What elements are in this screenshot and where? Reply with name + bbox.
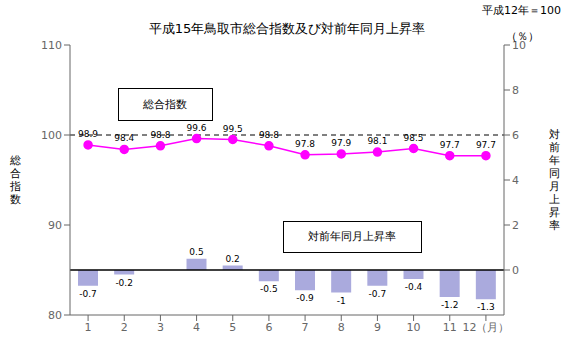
svg-text:80: 80 xyxy=(48,309,62,322)
svg-text:6: 6 xyxy=(512,129,519,142)
svg-text:2: 2 xyxy=(512,219,519,232)
svg-text:12（月）: 12（月） xyxy=(462,321,509,334)
svg-text:-0.5: -0.5 xyxy=(260,284,278,294)
svg-text:6: 6 xyxy=(265,321,272,334)
svg-text:100: 100 xyxy=(41,129,62,142)
svg-text:-0.9: -0.9 xyxy=(296,293,314,303)
svg-text:-0.4: -0.4 xyxy=(405,282,423,292)
html-text:前: 前 xyxy=(548,141,560,154)
svg-text:9: 9 xyxy=(374,321,381,334)
html-text:率: 率 xyxy=(548,219,560,232)
svg-text:3: 3 xyxy=(157,321,164,334)
html-text:同: 同 xyxy=(548,167,560,180)
html-text:年: 年 xyxy=(548,154,560,167)
svg-text:-0.7: -0.7 xyxy=(79,289,97,299)
svg-text:8: 8 xyxy=(512,84,519,97)
html-text:対: 対 xyxy=(548,128,560,141)
svg-text:0.2: 0.2 xyxy=(226,254,240,264)
svg-text:110: 110 xyxy=(41,39,62,52)
html-text:指: 指 xyxy=(9,180,21,193)
html-text:上: 上 xyxy=(548,193,560,206)
svg-text:10: 10 xyxy=(512,38,526,52)
html-text:対前年同月上昇率: 対前年同月上昇率 xyxy=(308,230,397,244)
html-text:昇: 昇 xyxy=(548,206,560,219)
svg-text:98.9: 98.9 xyxy=(78,129,98,139)
html-text:総: 総 xyxy=(9,154,21,167)
svg-text:97.7: 97.7 xyxy=(440,140,460,150)
svg-text:0: 0 xyxy=(512,264,519,277)
svg-text:1: 1 xyxy=(85,321,92,334)
svg-text:-0.2: -0.2 xyxy=(115,278,133,288)
svg-text:98.8: 98.8 xyxy=(259,130,279,140)
svg-text:90: 90 xyxy=(48,219,62,232)
svg-text:-1.3: -1.3 xyxy=(477,302,495,312)
svg-text:-1: -1 xyxy=(337,296,346,306)
html-text:月: 月 xyxy=(548,180,560,193)
svg-text:10: 10 xyxy=(407,321,421,334)
svg-text:0.5: 0.5 xyxy=(189,247,203,257)
svg-text:99.6: 99.6 xyxy=(187,123,207,133)
svg-text:5: 5 xyxy=(229,321,236,334)
svg-text:97.8: 97.8 xyxy=(295,139,315,149)
svg-text:11: 11 xyxy=(443,321,457,334)
html-text:総合指数: 総合指数 xyxy=(143,97,188,111)
html-text:合: 合 xyxy=(9,167,21,180)
svg-text:4: 4 xyxy=(512,174,519,187)
svg-text:2: 2 xyxy=(121,321,128,334)
svg-text:-0.7: -0.7 xyxy=(369,289,387,299)
svg-text:7: 7 xyxy=(302,321,309,334)
svg-text:98.4: 98.4 xyxy=(114,133,134,143)
svg-text:97.9: 97.9 xyxy=(331,138,351,148)
svg-text:97.7: 97.7 xyxy=(476,140,496,150)
svg-text:99.5: 99.5 xyxy=(223,124,243,134)
html-text:平成12年＝100: 平成12年＝100 xyxy=(482,4,561,17)
svg-text:98.8: 98.8 xyxy=(150,130,170,140)
svg-text:4: 4 xyxy=(193,321,200,334)
svg-text:98.1: 98.1 xyxy=(367,136,387,146)
html-text:平成15年鳥取市総合指数及び対前年同月上昇率: 平成15年鳥取市総合指数及び対前年同月上昇率 xyxy=(148,21,426,36)
svg-text:98.5: 98.5 xyxy=(404,133,424,143)
svg-text:-1.2: -1.2 xyxy=(441,300,459,310)
svg-text:8: 8 xyxy=(338,321,345,334)
html-text:数: 数 xyxy=(9,193,21,206)
